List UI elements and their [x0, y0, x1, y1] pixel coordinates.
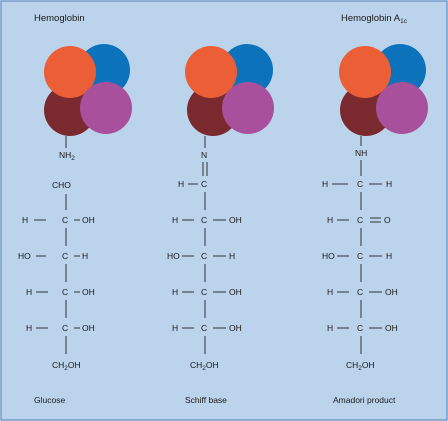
row2-right: H	[82, 251, 88, 261]
caption-schiff-base: Schiff base	[185, 395, 227, 405]
row4-right: OH	[82, 323, 95, 333]
row1-left: H	[22, 215, 28, 225]
row4-carbon: C	[62, 323, 68, 333]
row4-left: H	[26, 323, 32, 333]
panel-schiff-base: N H C H C OH HO C H H C OH H C OH	[167, 44, 274, 405]
terminal-group: CH2OH	[346, 360, 375, 372]
panel-title-hemoglobin-a1c: Hemoglobin A1c	[341, 13, 408, 25]
terminal-group: CH2OH	[52, 360, 81, 372]
row3-right: OH	[385, 287, 398, 297]
row3-carbon: C	[357, 287, 363, 297]
row3-left: H	[26, 287, 32, 297]
row3-carbon: C	[201, 287, 207, 297]
row1-right: OH	[229, 215, 242, 225]
panel-glucose: Hemoglobin NH2 CHO H C OH HO C H H C OH	[18, 13, 132, 405]
row2-carbon: C	[357, 251, 363, 261]
row3-left: H	[172, 287, 178, 297]
top-hydrogen: H	[178, 179, 184, 189]
row1-right: OH	[82, 215, 95, 225]
row1-carbon: C	[201, 215, 207, 225]
row2-left: HO	[322, 251, 335, 261]
row3-left: H	[327, 287, 333, 297]
row3-carbon: C	[62, 287, 68, 297]
top-carbon: C	[201, 179, 207, 189]
hemoglobin-tetramer	[339, 44, 428, 136]
aldehyde-group: CHO	[52, 180, 71, 190]
row2-carbon: C	[62, 251, 68, 261]
subunit-purple	[222, 82, 274, 134]
row1-carbon: C	[357, 215, 363, 225]
caption-amadori-product: Amadori product	[333, 395, 396, 405]
row4-carbon: C	[357, 323, 363, 333]
panel-amadori-product: Hemoglobin A1c NH H C H H C O HO C H	[322, 13, 428, 405]
row4-left: H	[327, 323, 333, 333]
row2-left: HO	[167, 251, 180, 261]
row4-right: OH	[385, 323, 398, 333]
top-left-hydrogen: H	[322, 179, 328, 189]
subunit-orange	[339, 46, 391, 98]
row4-left: H	[172, 323, 178, 333]
subunit-purple	[376, 82, 428, 134]
subunit-orange	[185, 46, 237, 98]
hemoglobin-tetramer	[185, 44, 274, 136]
row2-right: H	[229, 251, 235, 261]
hemoglobin-tetramer	[44, 44, 132, 136]
row2-carbon: C	[201, 251, 207, 261]
row1-carbon: C	[62, 215, 68, 225]
subunit-orange	[44, 46, 96, 98]
row4-carbon: C	[201, 323, 207, 333]
row1-right: O	[384, 215, 391, 225]
subunit-purple	[80, 82, 132, 134]
terminal-group: CH2OH	[190, 360, 219, 372]
row1-left: H	[327, 215, 333, 225]
row4-right: OH	[229, 323, 242, 333]
row2-right: H	[386, 251, 392, 261]
row3-right: OH	[82, 287, 95, 297]
amine-group: NH	[355, 148, 367, 158]
row2-left: HO	[18, 251, 31, 261]
row1-left: H	[172, 215, 178, 225]
row3-right: OH	[229, 287, 242, 297]
amino-group: NH2	[59, 150, 75, 162]
caption-glucose: Glucose	[34, 395, 65, 405]
panel-title-hemoglobin: Hemoglobin	[34, 13, 85, 24]
top-right-hydrogen: H	[386, 179, 392, 189]
imine-nitrogen: N	[201, 150, 207, 160]
top-carbon: C	[357, 179, 363, 189]
